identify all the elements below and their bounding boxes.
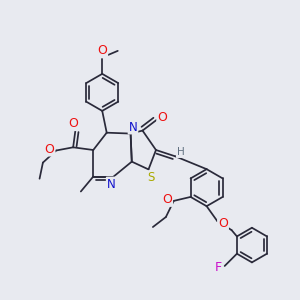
Text: O: O xyxy=(97,44,107,57)
Text: N: N xyxy=(129,121,137,134)
Text: H: H xyxy=(177,147,184,157)
Text: O: O xyxy=(218,217,228,230)
Text: O: O xyxy=(162,193,172,206)
Text: S: S xyxy=(147,171,155,184)
Text: O: O xyxy=(45,142,55,155)
Text: F: F xyxy=(214,261,222,274)
Text: N: N xyxy=(107,178,116,190)
Text: O: O xyxy=(157,111,167,124)
Text: O: O xyxy=(68,117,78,130)
